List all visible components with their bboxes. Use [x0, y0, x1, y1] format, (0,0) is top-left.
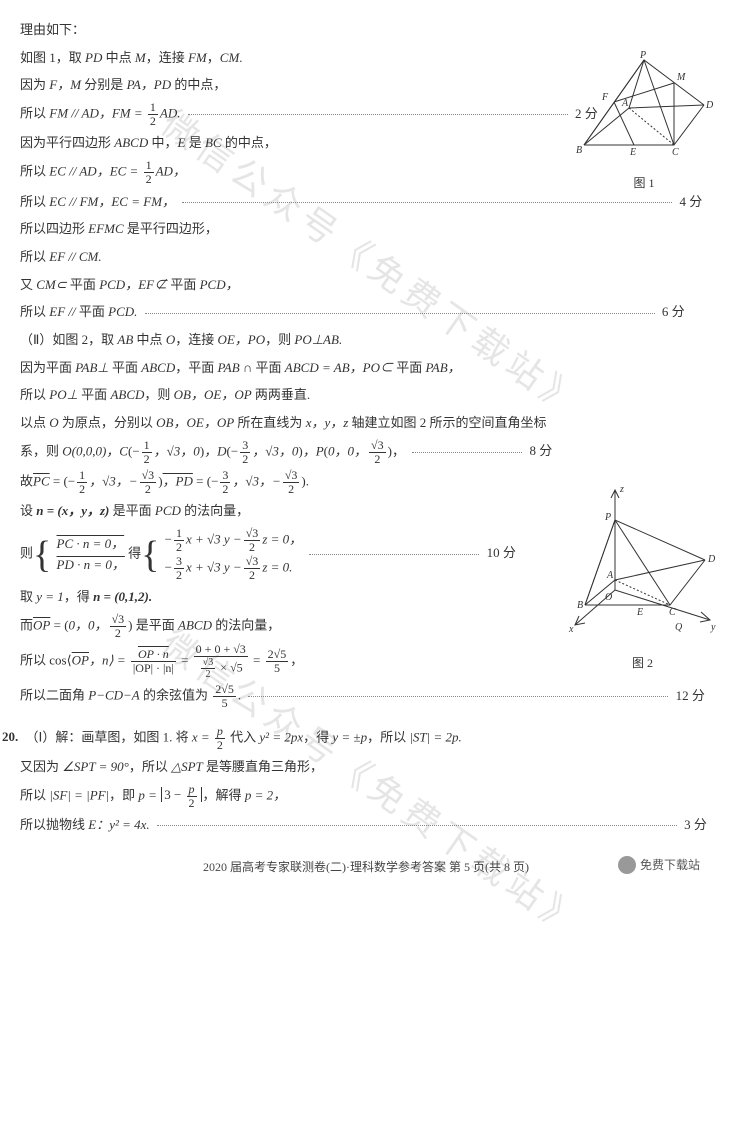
- text-line: 所以二面角 P−CD−A 的余弦值为 2√55. 12 分: [20, 683, 712, 710]
- text-line: 20. （Ⅰ）解：画草图，如图 1. 将 x = p2 代入 y² = 2px，…: [20, 725, 712, 752]
- text-line: 理由如下：: [20, 18, 712, 43]
- text-line: 所以 EF // CM.: [20, 245, 712, 270]
- text-line: 所以 PO⊥ 平面 ABCD，则 OB，OE，OP 两两垂直.: [20, 383, 712, 408]
- text-line: 以点 O 为原点，分别以 OB，OE，OP 所在直线为 x，y，z 轴建立如图 …: [20, 411, 712, 436]
- score-8: 8 分: [529, 439, 552, 464]
- text-line: 所以 cos⟨OP，n⟩ = OP · n|OP| · |n| = 0 + 0 …: [20, 643, 712, 680]
- text-line: 所以四边形 EFMC 是平行四边形，: [20, 217, 712, 242]
- text-line: （Ⅱ）如图 2，取 AB 中点 O，连接 OE，PO，则 PO⊥AB.: [20, 328, 712, 353]
- text-line: 因为平行四边形 ABCD 中，E 是 BC 的中点，: [20, 131, 712, 156]
- score-4: 4 分: [680, 190, 703, 215]
- footer-text: 2020 届高考专家联测卷(二)·理科数学参考答案 第 5 页(共 8 页): [203, 860, 529, 874]
- text-line: 系，则 O(0,0,0)，C(−12，√3，0)，D(−32，√3，0)，P(0…: [20, 439, 712, 466]
- text-line: 如图 1，取 PD 中点 M，连接 FM，CM.: [20, 46, 712, 71]
- text-line: 因为平面 PAB⊥ 平面 ABCD，平面 PAB ∩ 平面 ABCD = AB，…: [20, 356, 712, 381]
- page-footer: 2020 届高考专家联测卷(二)·理科数学参考答案 第 5 页(共 8 页) 免…: [20, 856, 712, 879]
- text-line: 则{ PC · n = 0， PD · n = 0， 得{ −12x + √3 …: [20, 527, 712, 582]
- text-line: 又因为 ∠SPT = 90°，所以 △SPT 是等腰直角三角形，: [20, 755, 712, 780]
- text-line: 又 CM⊂ 平面 PCD，EF⊄ 平面 PCD，: [20, 273, 712, 298]
- text-line: 而OP = (0，0，√32) 是平面 ABCD 的法向量，: [20, 613, 712, 640]
- text-line: 所以 FM // AD，FM = 12AD. 2 分: [20, 101, 712, 128]
- text-line: 所以 EF // 平面 PCD. 6 分: [20, 300, 712, 325]
- text-line: 所以抛物线 E：y² = 4x. 3 分: [20, 813, 712, 838]
- score-2: 2 分: [575, 102, 598, 127]
- text-line: 因为 F，M 分别是 PA，PD 的中点，: [20, 73, 712, 98]
- text-line: 故PC = (−12，√3，−√32)，PD = (−32，√3，−√32).: [20, 469, 712, 496]
- wechat-icon: [618, 856, 636, 874]
- text-line: 所以 |SF| = |PF|，即 p = 3 − p2，解得 p = 2，: [20, 783, 712, 810]
- score-10: 10 分: [487, 541, 516, 566]
- text-line: 所以 EC // AD，EC = 12AD，: [20, 159, 712, 186]
- score-3: 3 分: [684, 813, 707, 838]
- score-6: 6 分: [662, 300, 685, 325]
- text-line: 设 n = (x，y，z) 是平面 PCD 的法向量，: [20, 499, 712, 524]
- text-line: 所以 EC // FM，EC = FM， 4 分: [20, 190, 712, 215]
- score-12: 12 分: [676, 684, 705, 709]
- text-line: 取 y = 1，得 n = (0,1,2).: [20, 585, 712, 610]
- wechat-badge: 免费下载站: [618, 854, 700, 877]
- question-number-20: 20.: [2, 729, 22, 744]
